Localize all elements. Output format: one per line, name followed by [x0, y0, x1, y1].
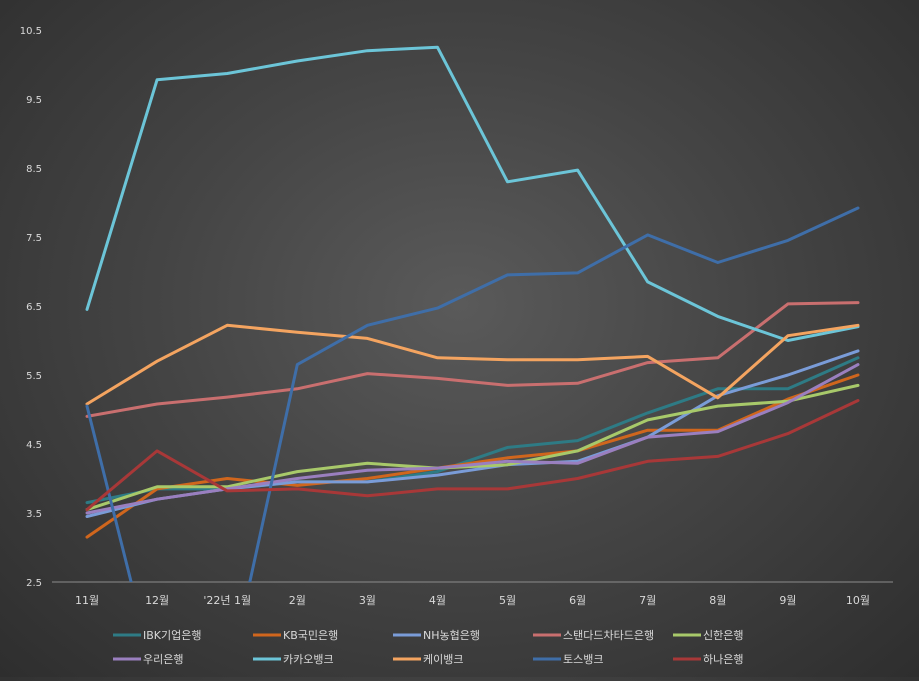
- legend-label: 신한은행: [703, 629, 743, 642]
- y-tick-label: 10.5: [20, 26, 42, 37]
- legend-label: 스탠다드차타드은행: [563, 629, 654, 642]
- series-line: [85, 323, 860, 406]
- legend-label: 우리은행: [143, 653, 183, 666]
- x-tick-label: 8월: [709, 594, 726, 607]
- legend-item: 하나은행: [673, 652, 743, 666]
- y-tick-label: 8.5: [26, 164, 42, 175]
- legend-label: 토스뱅크: [563, 653, 603, 666]
- x-tick-label: 7월: [639, 594, 656, 607]
- x-tick-label: 3월: [359, 594, 376, 607]
- legend-item: 우리은행: [113, 653, 183, 666]
- x-tick-label: 9월: [779, 594, 796, 607]
- legend-label: NH농협은행: [423, 629, 480, 642]
- series-line: [85, 383, 860, 512]
- legend-item: 토스뱅크: [533, 653, 603, 666]
- x-tick-label: 6월: [569, 594, 586, 607]
- x-tick-label: 11월: [75, 594, 99, 607]
- y-tick-label: 6.5: [26, 302, 42, 313]
- y-tick-label: 9.5: [26, 95, 42, 106]
- legend-label: KB국민은행: [283, 629, 338, 642]
- y-tick-label: 5.5: [26, 371, 42, 382]
- legend-label: 카카오뱅크: [283, 653, 334, 666]
- y-tick-label: 7.5: [26, 233, 42, 244]
- series-lines: [85, 45, 860, 582]
- legend-label: 하나은행: [703, 652, 743, 666]
- x-tick-label: 10월: [846, 594, 870, 607]
- legend-item: NH농협은행: [393, 629, 480, 642]
- series-line: [85, 206, 860, 582]
- series-line: [85, 45, 860, 342]
- x-tick-label: '22년 1월: [203, 594, 251, 607]
- y-axis: 2.5 3.5 4.5 5.5 6.5 7.5 8.5 9.5 10.5: [20, 26, 42, 589]
- x-tick-label: 12월: [145, 594, 169, 607]
- x-tick-label: 4월: [429, 594, 446, 607]
- legend-item: IBK기업은행: [113, 629, 201, 642]
- legend-label: 케이뱅크: [423, 653, 463, 666]
- y-tick-label: 3.5: [26, 509, 42, 520]
- legend-item: 신한은행: [673, 629, 743, 642]
- series-line: [85, 399, 860, 512]
- series-line: [85, 373, 860, 539]
- y-tick-label: 2.5: [26, 578, 42, 589]
- legend-item: 케이뱅크: [393, 653, 463, 666]
- legend-item: 카카오뱅크: [253, 653, 334, 666]
- y-tick-label: 4.5: [26, 440, 42, 451]
- x-tick-label: 2월: [289, 594, 306, 607]
- series-line: [85, 301, 860, 418]
- x-tick-label: 5월: [499, 594, 516, 607]
- legend-label: IBK기업은행: [143, 629, 201, 642]
- legend-item: KB국민은행: [253, 629, 338, 642]
- series-line: [85, 363, 860, 515]
- legend-item: 스탠다드차타드은행: [533, 629, 654, 642]
- x-axis: 11월 12월 '22년 1월 2월 3월 4월 5월 6월 7월 8월 9월 10월: [52, 581, 893, 607]
